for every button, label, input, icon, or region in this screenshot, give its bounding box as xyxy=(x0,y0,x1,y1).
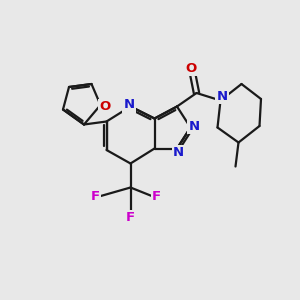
Text: F: F xyxy=(152,190,161,203)
Text: N: N xyxy=(173,146,184,159)
Text: N: N xyxy=(123,98,135,112)
Text: O: O xyxy=(185,61,196,75)
Text: F: F xyxy=(126,211,135,224)
Text: O: O xyxy=(99,100,111,113)
Text: F: F xyxy=(91,190,100,203)
Text: N: N xyxy=(216,90,228,104)
Text: N: N xyxy=(188,119,200,133)
